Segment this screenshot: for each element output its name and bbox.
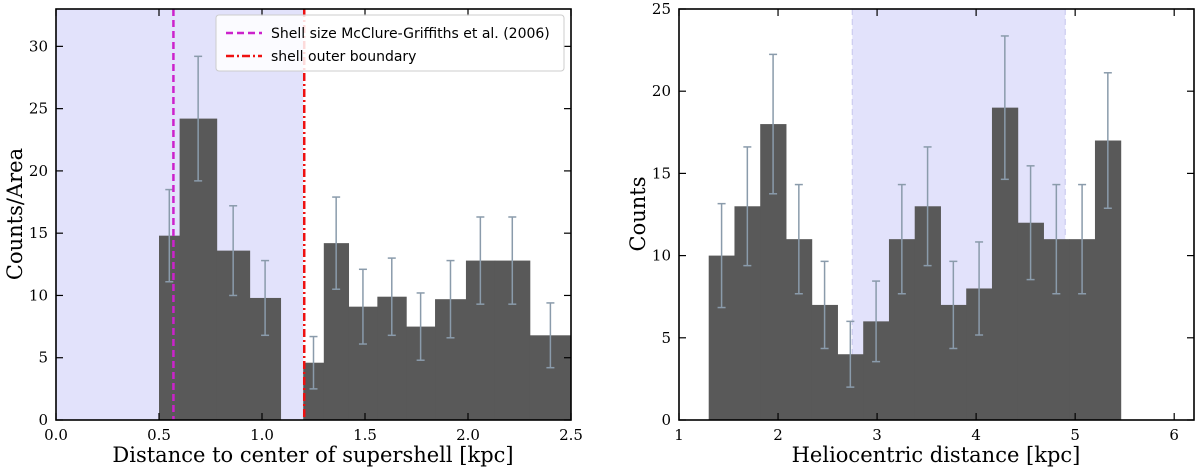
left-axes-frame xyxy=(55,8,572,421)
left-x-tick-label: 0.0 xyxy=(44,426,68,444)
left-histogram-bar xyxy=(303,362,325,420)
legend-box xyxy=(215,14,565,72)
left-histogram-bar xyxy=(159,235,181,420)
left-y-tick-label: 30 xyxy=(29,37,48,55)
left-y-axis-label: Counts/Area xyxy=(3,148,27,280)
right-error-bar xyxy=(872,280,881,363)
left-error-bar xyxy=(229,205,238,297)
right-error-bar xyxy=(1026,165,1035,281)
right-x-tick-label: 3 xyxy=(872,426,882,444)
left-x-tick-label: 1.0 xyxy=(250,426,274,444)
right-y-axis-label: Counts xyxy=(626,177,650,252)
left-y-tick-label: 20 xyxy=(29,162,48,180)
left-y-tick-label: 25 xyxy=(29,100,48,118)
right-x-tick-label: 6 xyxy=(1169,426,1179,444)
left-x-tick-label: 0.5 xyxy=(147,426,171,444)
right-error-bar xyxy=(794,183,803,295)
left-error-bar xyxy=(416,292,425,361)
right-y-tick-label: 25 xyxy=(652,0,671,18)
left-y-tick-label: 15 xyxy=(29,224,48,242)
left-error-bar xyxy=(261,259,270,337)
right-error-bar xyxy=(846,320,855,388)
right-x-tick-label: 1 xyxy=(674,426,684,444)
right-error-bar xyxy=(975,241,984,336)
left-error-bar xyxy=(194,55,203,182)
left-error-bar xyxy=(387,257,396,337)
right-error-bar xyxy=(1052,183,1061,295)
left-error-bar xyxy=(358,268,367,345)
right-x-tick-label: 2 xyxy=(773,426,783,444)
left-x-tick-label: 2.5 xyxy=(559,426,583,444)
right-error-bar xyxy=(1078,183,1087,295)
right-error-bar xyxy=(743,146,752,267)
right-y-tick-label: 15 xyxy=(652,164,671,182)
right-y-tick-label: 10 xyxy=(652,247,671,265)
right-error-bar xyxy=(1000,35,1009,181)
right-histogram-panel: 1 2 3 4 5 6 0 5 10 15 20 25 Heliocentric distance [… xyxy=(626,0,1195,467)
left-y-tick-label: 5 xyxy=(38,349,48,367)
right-error-bar xyxy=(897,183,906,295)
right-y-tick-label: 0 xyxy=(661,411,671,429)
right-y-tick-label: 5 xyxy=(661,329,671,347)
left-error-bar xyxy=(309,335,318,390)
right-error-bar xyxy=(923,146,932,267)
right-error-bar xyxy=(949,260,958,350)
left-error-bar xyxy=(165,188,174,283)
right-error-bar xyxy=(717,202,726,309)
left-error-bar xyxy=(446,259,455,339)
right-error-bar xyxy=(769,53,778,195)
left-y-tick-label: 0 xyxy=(38,411,48,429)
left-error-bar xyxy=(508,216,517,305)
left-x-tick-label: 2.0 xyxy=(456,426,480,444)
left-error-bar xyxy=(476,216,485,305)
right-y-tick-label: 20 xyxy=(652,82,671,100)
legend: Shell size McClure-Griffiths et al. (200… xyxy=(215,14,565,72)
left-x-tick-label: 1.5 xyxy=(353,426,377,444)
legend-label-mcclure: Shell size McClure-Griffiths et al. (200… xyxy=(271,26,550,42)
right-x-tick-label: 5 xyxy=(1070,426,1080,444)
left-error-bar xyxy=(546,302,555,369)
right-x-axis-label: Heliocentric distance [kpc] xyxy=(792,443,1081,467)
right-error-bar xyxy=(820,260,829,350)
right-error-bar xyxy=(1103,72,1112,210)
left-y-tick-label: 10 xyxy=(29,286,48,304)
left-x-axis-label: Distance to center of supershell [kpc] xyxy=(112,443,513,467)
right-x-tick-label: 4 xyxy=(971,426,981,444)
right-axes-frame xyxy=(678,8,1195,421)
left-histogram-panel: 0.0 0.5 1.0 1.5 2.0 2.5 0 5 10 15 20 25 30 Shell siz… xyxy=(3,8,583,467)
left-error-bar xyxy=(332,196,341,290)
legend-label-boundary: shell outer boundary xyxy=(271,49,416,65)
